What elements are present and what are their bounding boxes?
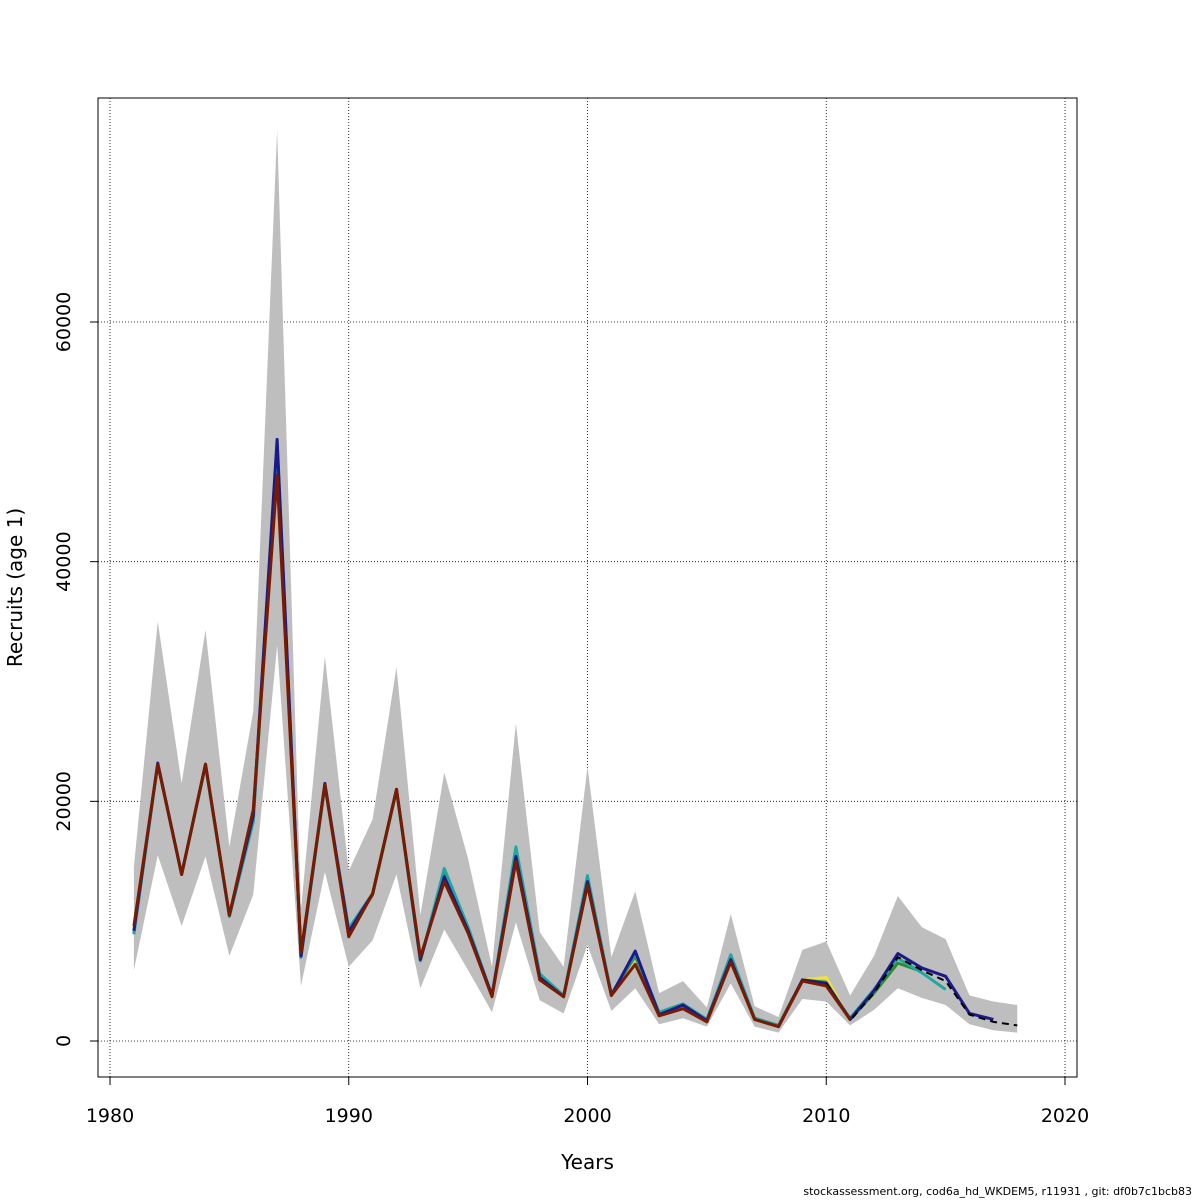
y-tick-label: 40000 — [53, 531, 75, 591]
series-line-6 — [132, 473, 852, 1029]
confidence-band — [133, 130, 1018, 1033]
series-lines-layer — [132, 437, 1018, 1029]
axes: 1980 1990 2000 2010 2020 0 20000 40000 60000 — [53, 292, 1089, 1127]
x-tick-label: 1980 — [86, 1105, 134, 1127]
x-axis-title: Years — [560, 1150, 614, 1174]
y-tick-label: 60000 — [53, 292, 75, 352]
footer-caption: stockassessment.org, cod6a_hd_WKDEM5, r1… — [803, 1185, 1192, 1198]
y-axis-title: Recruits (age 1) — [3, 508, 27, 667]
y-tick-label: 20000 — [53, 771, 75, 831]
y-tick-label: 0 — [53, 1035, 75, 1047]
x-tick-label: 1990 — [325, 1105, 373, 1127]
x-tick-label: 2020 — [1041, 1105, 1089, 1127]
x-tick-label: 2010 — [802, 1105, 850, 1127]
series-line-1 — [132, 467, 852, 1029]
x-tick-label: 2000 — [563, 1105, 611, 1127]
confidence-band-layer — [133, 130, 1018, 1033]
